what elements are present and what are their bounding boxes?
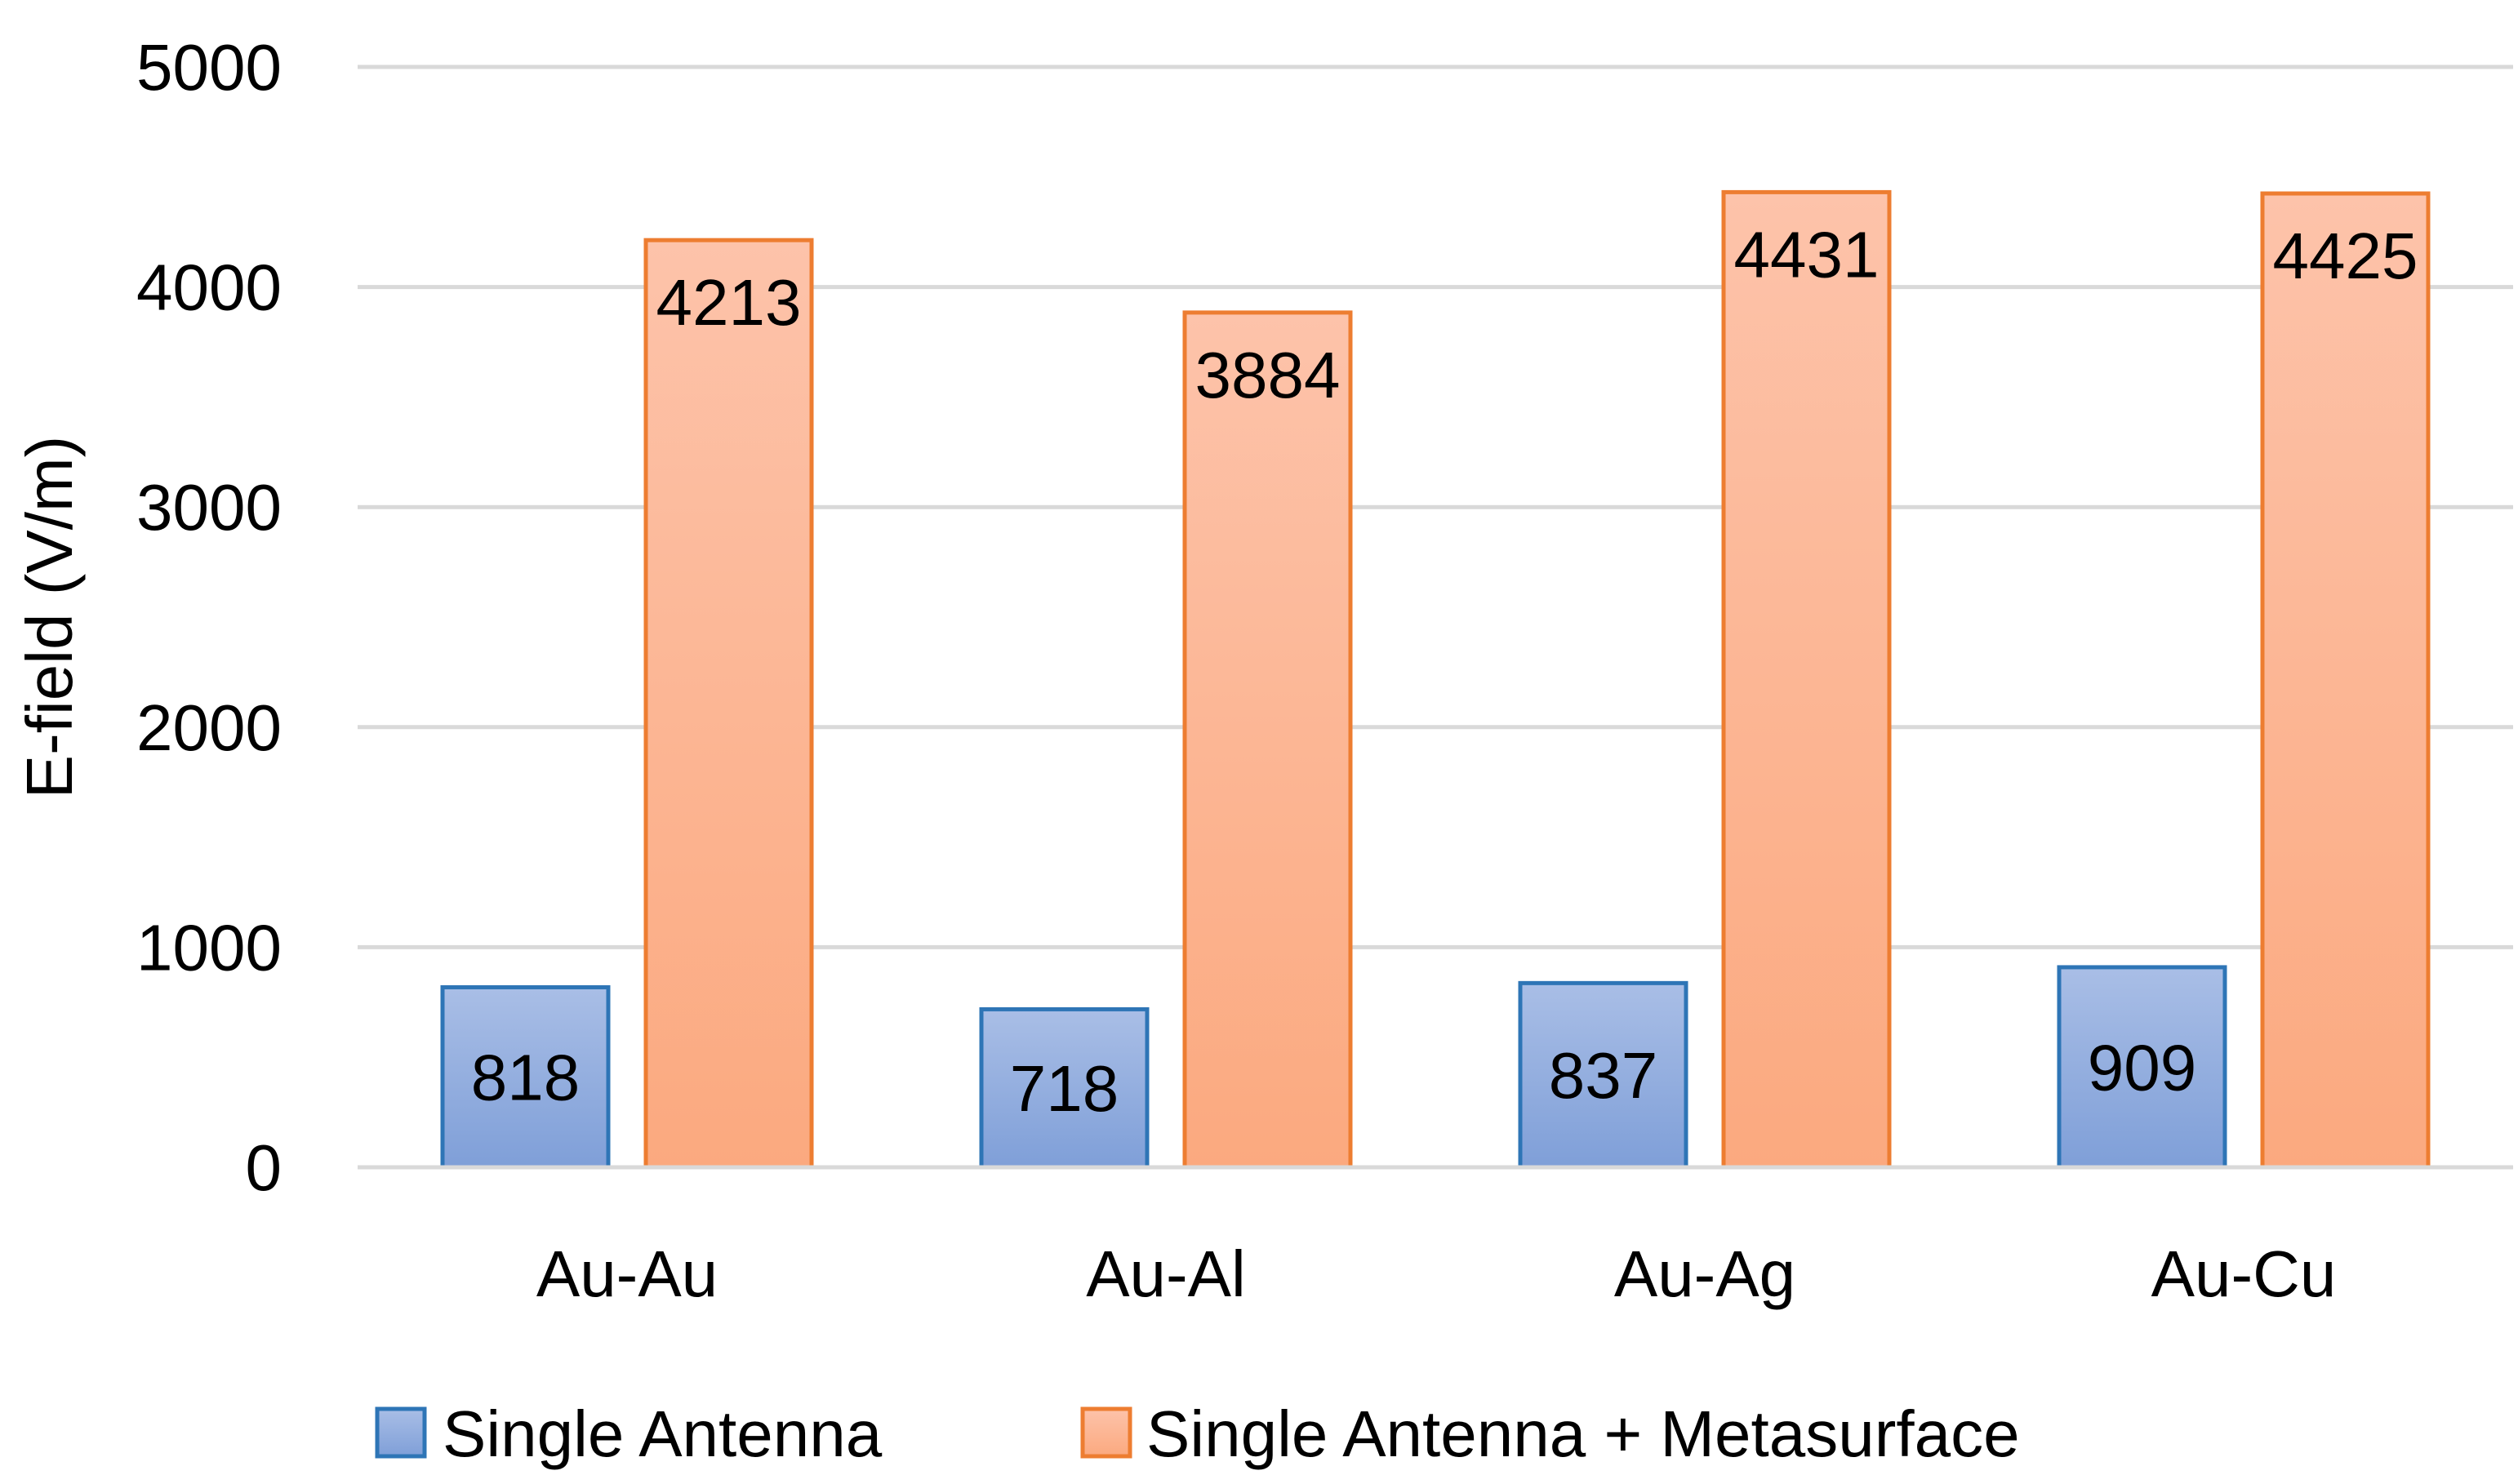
- data-label: 909: [2088, 1031, 2196, 1104]
- y-axis-ticks: 0 1000 2000 3000 4000 5000: [136, 31, 282, 1204]
- data-label: 818: [471, 1042, 580, 1114]
- bar: [1721, 189, 1892, 1170]
- bar: [1182, 310, 1353, 1170]
- bar: [643, 238, 814, 1170]
- bars: [358, 189, 2513, 1170]
- data-label: 4425: [2273, 220, 2418, 292]
- bar: [2057, 965, 2227, 1170]
- legend: Single Antenna Single Antenna + Metasurfa…: [375, 1397, 2020, 1470]
- x-tick-label: Au-Cu: [2151, 1237, 2337, 1310]
- y-tick-label: 1000: [136, 911, 282, 984]
- data-label: 4431: [1734, 218, 1880, 291]
- x-tick-label: Au-Al: [1086, 1237, 1246, 1310]
- bar: [979, 1006, 1150, 1170]
- x-tick-label: Au-Au: [536, 1237, 718, 1310]
- legend-label: Single Antenna: [443, 1397, 883, 1470]
- x-axis-ticks: Au-Au Au-Al Au-Ag Au-Cu: [536, 1237, 2337, 1310]
- y-tick-label: 3000: [136, 471, 282, 544]
- y-axis-label: E-field (V/m): [13, 436, 86, 799]
- bar: [1518, 980, 1688, 1170]
- legend-label: Single Antenna + Metasurface: [1146, 1397, 2020, 1470]
- data-labels: 818 4213 718 3884 837 4431 909 4425: [471, 218, 2418, 1125]
- bar: [2260, 191, 2431, 1170]
- x-tick-label: Au-Ag: [1614, 1237, 1795, 1310]
- y-tick-label: 4000: [136, 251, 282, 324]
- y-tick-label: 2000: [136, 691, 282, 764]
- data-label: 3884: [1195, 339, 1341, 411]
- data-label: 718: [1010, 1052, 1119, 1125]
- y-tick-label: 0: [246, 1131, 282, 1204]
- y-tick-label: 5000: [136, 31, 282, 104]
- legend-swatch: [1080, 1406, 1132, 1459]
- legend-swatch: [375, 1406, 427, 1459]
- data-label: 837: [1549, 1039, 1657, 1112]
- data-label: 4213: [656, 266, 802, 339]
